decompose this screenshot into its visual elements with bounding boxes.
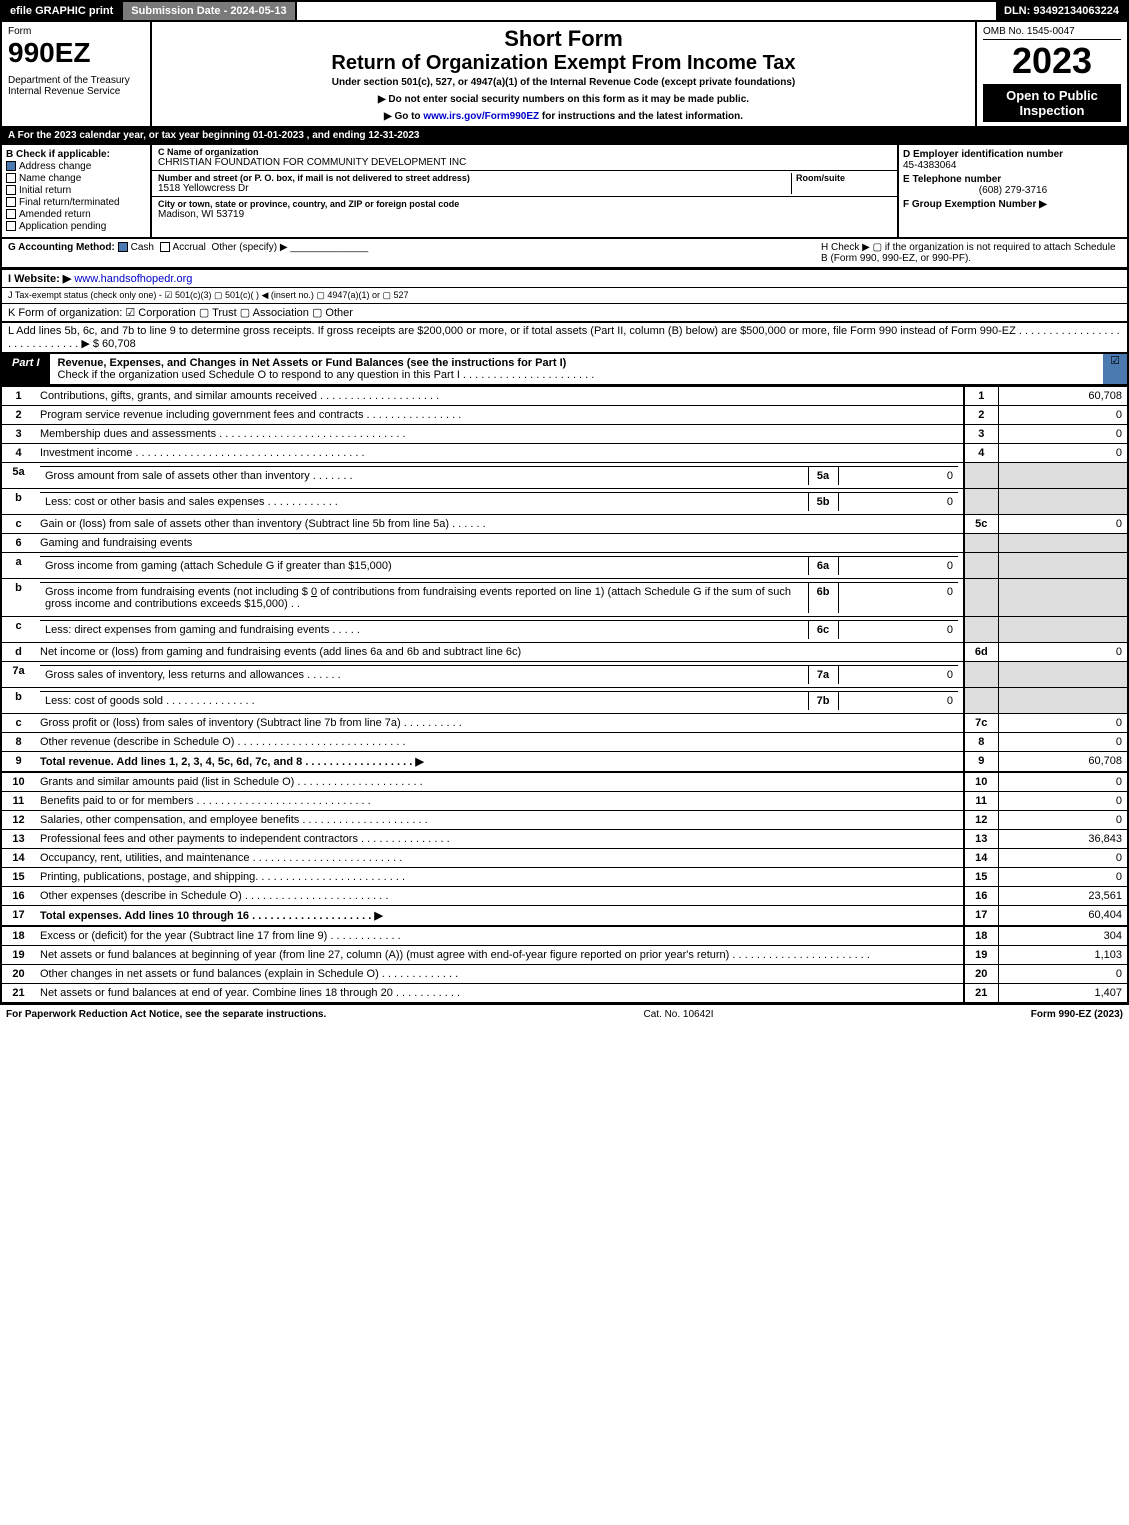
submission-date: Submission Date - 2024-05-13	[123, 2, 296, 20]
chk-name-change[interactable]: Name change	[6, 173, 146, 184]
part1-checkbox[interactable]: ☑	[1103, 354, 1127, 384]
section-a: A For the 2023 calendar year, or tax yea…	[0, 126, 1129, 145]
gross-receipts: 60,708	[102, 338, 136, 350]
open-inspection: Open to Public Inspection	[983, 84, 1121, 122]
form-header: Form 990EZ Department of the Treasury In…	[0, 22, 1129, 126]
form-ref: Form 990-EZ (2023)	[1031, 1009, 1123, 1020]
line8-val: 0	[998, 733, 1128, 752]
line1-val: 60,708	[998, 387, 1128, 406]
chk-cash[interactable]	[118, 242, 128, 252]
line5a-val: 0	[838, 467, 958, 486]
footer: For Paperwork Reduction Act Notice, see …	[0, 1004, 1129, 1024]
line17-val: 60,404	[998, 906, 1128, 927]
line18-val: 304	[998, 926, 1128, 946]
line20-val: 0	[998, 965, 1128, 984]
part1-header: Part I Revenue, Expenses, and Changes in…	[0, 354, 1129, 386]
street: 1518 Yellowcress Dr	[158, 183, 791, 194]
line16-val: 23,561	[998, 887, 1128, 906]
chk-accrual[interactable]	[160, 242, 170, 252]
line2-val: 0	[998, 406, 1128, 425]
part1-table: 1Contributions, gifts, grants, and simil…	[0, 386, 1129, 1004]
note-ssn: ▶ Do not enter social security numbers o…	[162, 94, 965, 105]
line10-val: 0	[998, 772, 1128, 792]
line6d-val: 0	[998, 643, 1128, 662]
line13-val: 36,843	[998, 830, 1128, 849]
section-l: L Add lines 5b, 6c, and 7b to line 9 to …	[0, 322, 1129, 354]
note-link: ▶ Go to www.irs.gov/Form990EZ for instru…	[162, 111, 965, 122]
street-hdr: Number and street (or P. O. box, if mail…	[158, 173, 791, 183]
irs-link[interactable]: www.irs.gov/Form990EZ	[423, 111, 539, 122]
subtitle: Under section 501(c), 527, or 4947(a)(1)…	[162, 77, 965, 88]
section-def: D Employer identification number 45-4383…	[897, 145, 1127, 237]
section-b: B Check if applicable: Address change Na…	[2, 145, 152, 237]
tel: (608) 279-3716	[903, 185, 1123, 196]
line7b-val: 0	[838, 692, 958, 711]
chk-application-pending[interactable]: Application pending	[6, 221, 146, 232]
ein: 45-4383064	[903, 160, 1123, 171]
form-number: 990EZ	[8, 37, 144, 69]
section-bcd: B Check if applicable: Address change Na…	[0, 145, 1129, 239]
section-gh: G Accounting Method: Cash Accrual Other …	[0, 239, 1129, 269]
line9-val: 60,708	[998, 752, 1128, 773]
line21-val: 1,407	[998, 984, 1128, 1004]
efile-label[interactable]: efile GRAPHIC print	[2, 2, 123, 20]
line7c-val: 0	[998, 714, 1128, 733]
line7a-val: 0	[838, 666, 958, 685]
form-label: Form	[8, 26, 144, 37]
chk-amended-return[interactable]: Amended return	[6, 209, 146, 220]
section-j: J Tax-exempt status (check only one) - ☑…	[0, 287, 1129, 303]
website-link[interactable]: www.handsofhopedr.org	[74, 273, 192, 285]
title-return: Return of Organization Exempt From Incom…	[162, 52, 965, 75]
section-c: C Name of organization CHRISTIAN FOUNDAT…	[152, 145, 897, 237]
line3-val: 0	[998, 425, 1128, 444]
chk-final-return[interactable]: Final return/terminated	[6, 197, 146, 208]
org-name-hdr: C Name of organization	[158, 147, 891, 157]
grp-hdr: F Group Exemption Number ▶	[903, 199, 1123, 210]
topbar: efile GRAPHIC print Submission Date - 20…	[0, 0, 1129, 22]
line14-val: 0	[998, 849, 1128, 868]
tax-year: 2023	[983, 40, 1121, 82]
section-k: K Form of organization: ☑ Corporation ▢ …	[0, 303, 1129, 322]
line12-val: 0	[998, 811, 1128, 830]
org-name: CHRISTIAN FOUNDATION FOR COMMUNITY DEVEL…	[158, 157, 891, 168]
department: Department of the Treasury Internal Reve…	[8, 75, 144, 97]
ein-hdr: D Employer identification number	[903, 149, 1123, 160]
line4-val: 0	[998, 444, 1128, 463]
paperwork-notice: For Paperwork Reduction Act Notice, see …	[6, 1009, 326, 1020]
section-h: H Check ▶ ▢ if the organization is not r…	[821, 242, 1121, 264]
chk-initial-return[interactable]: Initial return	[6, 185, 146, 196]
city-hdr: City or town, state or province, country…	[158, 199, 891, 209]
title-short-form: Short Form	[162, 26, 965, 52]
line5c-val: 0	[998, 515, 1128, 534]
cat-no: Cat. No. 10642I	[326, 1009, 1030, 1020]
line6b-val: 0	[838, 583, 958, 614]
city: Madison, WI 53719	[158, 209, 891, 220]
tel-hdr: E Telephone number	[903, 174, 1123, 185]
line5b-val: 0	[838, 493, 958, 512]
dln: DLN: 93492134063224	[996, 2, 1127, 20]
line6c-val: 0	[838, 621, 958, 640]
line15-val: 0	[998, 868, 1128, 887]
line11-val: 0	[998, 792, 1128, 811]
chk-address-change[interactable]: Address change	[6, 161, 146, 172]
omb-number: OMB No. 1545-0047	[983, 26, 1121, 40]
line19-val: 1,103	[998, 946, 1128, 965]
line6a-val: 0	[838, 557, 958, 576]
room-hdr: Room/suite	[796, 173, 891, 183]
section-i: I Website: ▶ www.handsofhopedr.org	[0, 269, 1129, 287]
